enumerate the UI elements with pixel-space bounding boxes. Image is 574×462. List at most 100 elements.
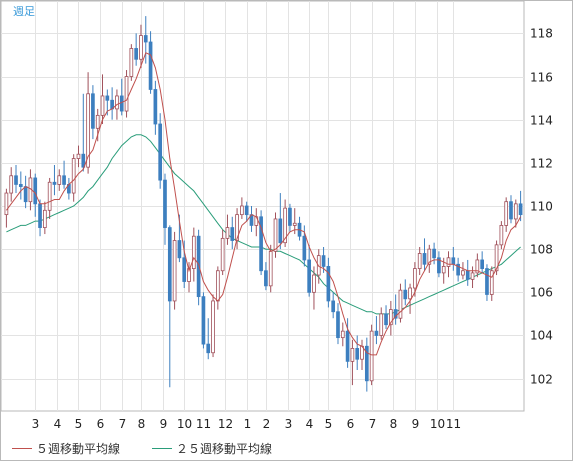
candle-body <box>211 300 215 354</box>
candle <box>465 259 470 286</box>
candle <box>340 322 345 347</box>
candle-body <box>38 203 42 228</box>
candle <box>33 173 38 217</box>
candle-body <box>384 313 388 326</box>
x-tick-label: 7 <box>119 417 127 431</box>
candle-body <box>326 266 331 302</box>
candle-body <box>417 253 422 269</box>
candle <box>288 203 292 232</box>
candle <box>331 292 336 319</box>
candle <box>216 266 220 310</box>
x-tick-label: 9 <box>160 417 168 431</box>
candle-body <box>191 235 196 269</box>
y-tick-label: 112 <box>530 157 553 171</box>
candle <box>191 227 196 282</box>
candle <box>384 305 388 329</box>
candle-body <box>432 248 436 259</box>
candle-body <box>134 48 138 60</box>
grid <box>0 0 525 412</box>
candle-body <box>177 240 182 259</box>
candle <box>312 266 316 310</box>
candle-body <box>71 158 76 194</box>
x-tick-label: 4 <box>54 417 62 431</box>
candle <box>408 283 412 314</box>
candle <box>172 231 177 310</box>
candle-body <box>292 222 297 226</box>
x-tick-label: 12 <box>218 417 233 431</box>
candle <box>437 251 441 278</box>
candle <box>278 193 283 250</box>
candle <box>153 80 158 135</box>
x-tick-label: 5 <box>75 417 83 431</box>
candle <box>244 201 249 222</box>
candle-body <box>283 207 287 244</box>
y-tick-label: 106 <box>530 286 553 300</box>
candle-body <box>268 250 273 287</box>
candle-body <box>52 181 57 185</box>
legend-item-ma5: ５週移動平均線 <box>12 440 120 457</box>
candle <box>403 279 408 306</box>
x-tick-label: 1 <box>244 417 252 431</box>
candle-body <box>119 95 124 112</box>
candle <box>485 264 489 301</box>
candle-body <box>220 237 225 272</box>
candle <box>326 257 331 308</box>
candle <box>187 262 191 293</box>
candle-body <box>379 313 384 336</box>
ma25-line <box>6 134 521 315</box>
candle <box>389 300 393 336</box>
candle <box>100 74 105 124</box>
candle <box>417 247 422 276</box>
candle <box>220 229 225 276</box>
y-tick-label: 110 <box>530 200 553 214</box>
candle <box>71 154 76 202</box>
candle-body <box>288 207 292 226</box>
candle-body <box>350 348 355 362</box>
candle <box>57 169 62 191</box>
candle <box>91 85 95 140</box>
candle <box>461 262 465 280</box>
candle <box>413 262 417 297</box>
candle <box>52 165 57 196</box>
candle-body <box>355 348 360 360</box>
candle-body <box>331 300 336 313</box>
x-tick-label: 11 <box>196 417 211 431</box>
candle <box>393 294 398 325</box>
candle-body <box>264 270 268 287</box>
x-tick-label: 7 <box>369 417 377 431</box>
candle-body <box>196 235 201 298</box>
ma5-line <box>5 52 522 356</box>
y-tick-label: 104 <box>530 329 553 343</box>
candle-body <box>393 309 398 319</box>
candle <box>230 216 235 250</box>
candle <box>4 188 9 228</box>
candle <box>456 257 460 282</box>
candle-body <box>57 175 62 185</box>
x-tick-label: 4 <box>306 417 314 431</box>
candle <box>470 266 475 288</box>
candle <box>201 292 206 349</box>
candle-body <box>413 268 417 289</box>
x-tick-label: 10 <box>430 417 445 431</box>
candle-body <box>441 266 446 274</box>
candle-body <box>91 93 95 129</box>
candle <box>350 339 355 386</box>
candle <box>9 167 14 202</box>
candle <box>124 70 129 118</box>
candle <box>158 113 163 189</box>
candle-body <box>244 205 249 216</box>
candle-body <box>153 89 158 125</box>
legend-swatch-ma25 <box>152 448 172 449</box>
candle-body <box>489 270 494 295</box>
candle-body <box>340 330 345 339</box>
candle-body <box>504 201 509 226</box>
candle-body <box>143 35 148 43</box>
candle-body <box>4 192 9 216</box>
candle-body <box>163 179 167 228</box>
period-label: 週足 <box>13 5 35 18</box>
candle <box>62 160 66 189</box>
candle <box>18 171 23 200</box>
y-tick-label: 118 <box>530 27 553 41</box>
